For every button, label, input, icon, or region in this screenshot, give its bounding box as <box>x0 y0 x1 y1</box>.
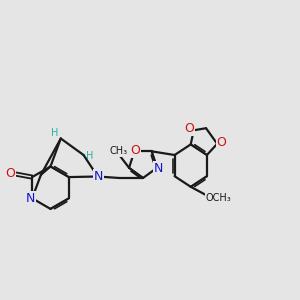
Text: O: O <box>217 136 226 149</box>
Text: O: O <box>5 167 15 180</box>
Text: N: N <box>154 162 163 175</box>
Text: N: N <box>26 192 35 205</box>
Text: H: H <box>51 128 58 138</box>
Text: O: O <box>130 144 140 157</box>
Text: H: H <box>86 152 93 161</box>
Text: O: O <box>184 122 194 135</box>
Text: OCH₃: OCH₃ <box>205 193 231 203</box>
Text: CH₃: CH₃ <box>109 146 127 156</box>
Text: N: N <box>94 170 103 183</box>
